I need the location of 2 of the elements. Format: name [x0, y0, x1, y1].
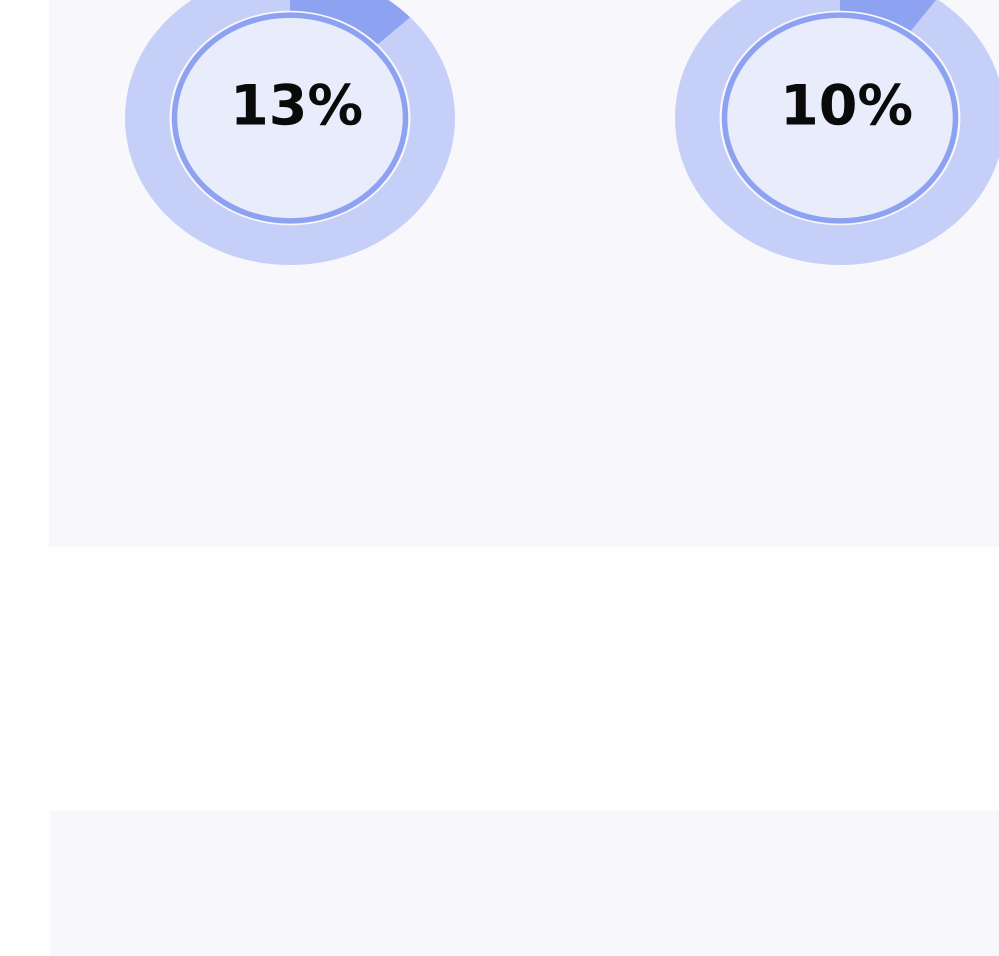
data-label: 10% — [786, 83, 912, 126]
data-label: 13% — [236, 83, 362, 126]
